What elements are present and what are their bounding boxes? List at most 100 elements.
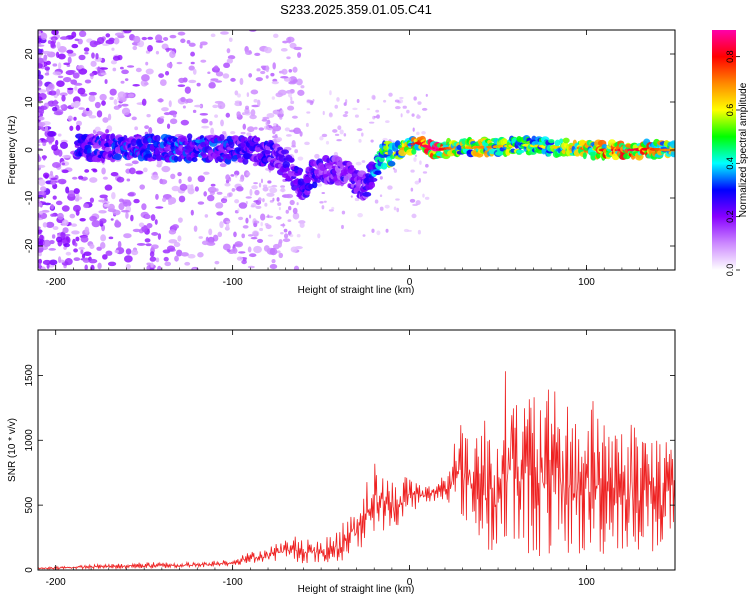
spectrogram-noise-blob xyxy=(45,60,51,66)
spectrogram-noise-blob xyxy=(69,213,76,219)
spectrogram-noise-blob xyxy=(141,225,148,233)
spectrogram-noise-blob xyxy=(109,88,117,96)
spectrogram-noise-blob xyxy=(242,123,247,130)
spectrogram-noise-blob xyxy=(197,175,205,183)
spectrogram-ridge-blob xyxy=(316,179,321,183)
spectrogram-noise-blob xyxy=(42,139,48,143)
colorbar-ticks: 0.0 0.2 0.4 0.6 0.8 xyxy=(725,50,740,276)
spectrogram-noise-blob xyxy=(53,111,63,116)
spectrogram-noise-blob xyxy=(412,127,415,132)
spectrogram-noise-blob xyxy=(421,107,428,111)
spectrogram-noise-blob xyxy=(78,246,85,250)
spectrogram-noise-blob xyxy=(288,68,293,73)
spectrogram-noise-blob xyxy=(206,241,216,246)
spectrogram-noise-blob xyxy=(57,212,64,220)
spectrogram-noise-blob xyxy=(79,218,86,222)
spectrogram-noise-blob xyxy=(41,209,50,213)
spectrogram-noise-blob xyxy=(180,38,186,44)
spectrogram-ridge-blob xyxy=(297,168,303,176)
spectrogram-noise-blob xyxy=(415,200,421,206)
spectrogram-noise-blob xyxy=(294,149,299,154)
spectrogram-noise-blob xyxy=(425,93,428,97)
spectrogram-noise-blob xyxy=(271,80,279,85)
spectrogram-noise-blob xyxy=(328,209,334,212)
spectrogram-noise-blob xyxy=(207,186,217,193)
spectrogram-noise-blob xyxy=(120,80,125,84)
spectrogram-noise-blob xyxy=(91,52,95,59)
spectrogram-noise-blob xyxy=(144,125,150,130)
spectrogram-ridge-blob xyxy=(368,181,376,189)
spectrogram-noise-blob xyxy=(204,214,209,218)
spectrogram-noise-blob xyxy=(76,120,82,127)
spectrogram-noise-blob xyxy=(104,184,113,191)
spectrogram-noise-blob xyxy=(84,52,89,55)
spectrogram-noise-blob xyxy=(248,253,257,258)
spectrogram-noise-blob xyxy=(38,263,42,269)
spectrogram-noise-blob xyxy=(89,197,95,203)
spectrogram-noise-blob xyxy=(145,68,154,75)
spectrogram-noise-blob xyxy=(162,37,169,41)
spectrogram-noise-blob xyxy=(331,206,335,210)
spectrogram-noise-blob xyxy=(395,198,400,201)
spectrogram-noise-blob xyxy=(288,92,292,98)
spectrogram-ridge-blob xyxy=(374,170,382,176)
spectrogram-noise-blob xyxy=(113,99,118,106)
spectrogram-noise-blob xyxy=(114,249,119,254)
spectrogram-noise-blob xyxy=(61,219,69,226)
spectrogram-noise-blob xyxy=(270,72,275,77)
spectrogram-noise-blob xyxy=(344,111,349,114)
spectrogram-noise-blob xyxy=(210,127,215,135)
snr-series-line xyxy=(38,371,675,570)
spectrogram-noise-blob xyxy=(255,77,263,82)
spectrogram-noise-blob xyxy=(304,141,310,146)
spectrogram-noise-blob xyxy=(75,192,80,199)
spectrogram-noise-blob xyxy=(61,162,66,166)
spectrogram-noise-blob xyxy=(89,72,95,77)
spectrogram-noise-blob xyxy=(159,115,165,119)
spectrogram-noise-blob xyxy=(362,234,366,237)
spectrogram-noise-blob xyxy=(50,213,56,217)
spectrogram-noise-blob xyxy=(201,118,209,124)
spectrogram-noise-blob xyxy=(44,72,50,76)
spectrogram-noise-blob xyxy=(57,149,63,157)
spectrogram-noise-blob xyxy=(298,220,306,224)
colorbar: 0.0 0.2 0.4 0.6 0.8 Normalized spectral ampl… xyxy=(712,30,749,276)
spectrogram-noise-blob xyxy=(123,30,132,34)
spectrogram-noise-blob xyxy=(249,114,257,120)
spectrogram-noise-blob xyxy=(255,205,262,209)
spectrogram-noise-blob xyxy=(253,245,262,254)
spectrogram-noise-blob xyxy=(234,90,239,96)
spectrogram-noise-blob xyxy=(150,262,154,268)
spectrogram-noise-blob xyxy=(190,51,195,57)
spectrogram-noise-blob xyxy=(38,69,41,76)
spectrogram-noise-blob xyxy=(296,202,299,206)
spectrogram-noise-blob xyxy=(291,139,296,147)
spectrogram-noise-blob xyxy=(217,231,223,238)
spectrogram-noise-blob xyxy=(52,226,59,231)
spectrogram-noise-blob xyxy=(297,52,302,58)
spectrogram-noise-blob xyxy=(192,267,197,270)
spectrogram-noise-blob xyxy=(169,50,176,59)
spectrogram-noise-blob xyxy=(258,182,262,188)
spectrogram-noise-blob xyxy=(334,133,340,137)
spectrogram-noise-blob xyxy=(260,178,264,184)
spectrogram-noise-blob xyxy=(272,62,276,70)
spectrogram-noise-blob xyxy=(161,43,169,50)
spectrogram-noise-blob xyxy=(260,213,266,221)
spectrogram-noise-blob xyxy=(276,250,281,254)
spectrogram-noise-blob xyxy=(271,184,278,188)
spectrogram-noise-blob xyxy=(78,107,85,110)
spectrogram-noise-blob xyxy=(42,50,51,55)
spectrogram-noise-blob xyxy=(149,256,157,262)
chart-title: S233.2025.359.01.05.C41 xyxy=(280,2,432,17)
spectrogram-noise-blob xyxy=(171,185,180,192)
spectrogram-noise-blob xyxy=(50,177,58,181)
spectrogram-noise-blob xyxy=(277,241,282,248)
spectrogram-noise-blob xyxy=(50,41,56,48)
spectrogram-noise-blob xyxy=(267,180,272,184)
spectrogram-noise-blob xyxy=(52,71,62,76)
spectrogram-noise-blob xyxy=(96,110,103,118)
spectrogram-noise-blob xyxy=(292,207,298,214)
spectrogram-noise-blob xyxy=(248,214,252,219)
spectrogram-noise-blob xyxy=(125,248,132,255)
